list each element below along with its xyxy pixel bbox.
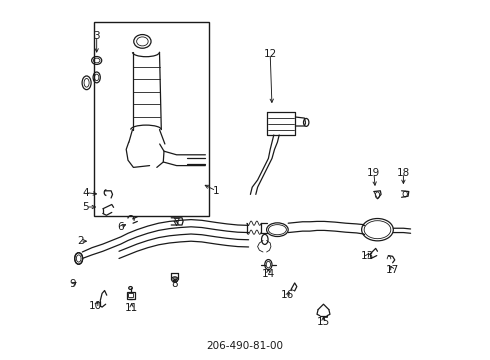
Text: 7: 7 <box>173 218 180 228</box>
Text: 206-490-81-00: 206-490-81-00 <box>206 341 284 351</box>
Text: 15: 15 <box>317 317 330 327</box>
Text: 18: 18 <box>397 168 410 178</box>
Text: 8: 8 <box>172 279 178 289</box>
Text: 3: 3 <box>94 31 100 41</box>
Text: 13: 13 <box>361 251 374 261</box>
Text: 11: 11 <box>125 303 138 313</box>
Text: 5: 5 <box>83 202 89 212</box>
Text: 19: 19 <box>368 168 381 178</box>
Text: 16: 16 <box>281 290 294 300</box>
Text: 14: 14 <box>262 269 275 279</box>
Text: 12: 12 <box>264 49 277 59</box>
Text: 10: 10 <box>89 301 102 311</box>
Text: 2: 2 <box>77 236 83 246</box>
Text: 9: 9 <box>69 279 75 289</box>
Text: 1: 1 <box>213 186 220 196</box>
Bar <box>94 22 209 216</box>
Bar <box>127 292 135 299</box>
Text: 4: 4 <box>83 188 89 198</box>
Text: 17: 17 <box>386 265 399 275</box>
Text: 6: 6 <box>118 222 124 232</box>
Bar <box>128 293 133 297</box>
